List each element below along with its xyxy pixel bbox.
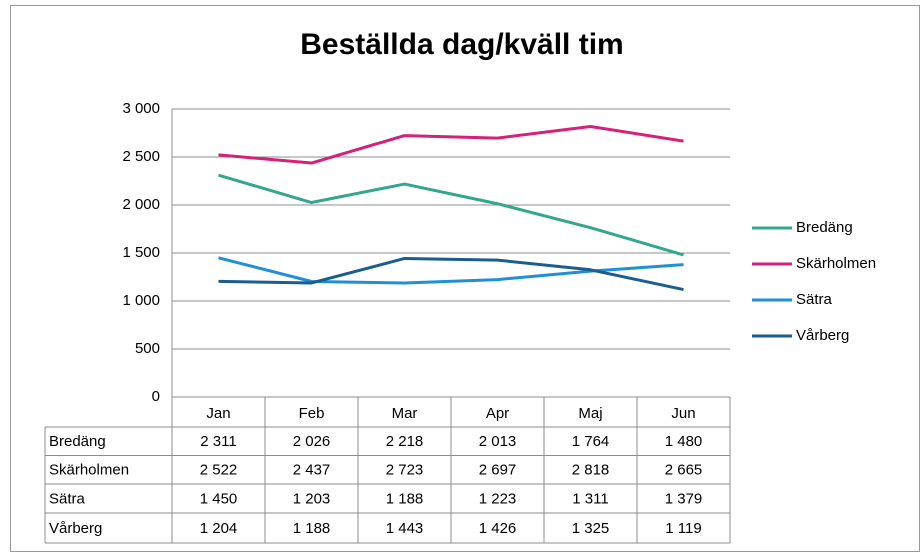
x-tick-label: Mar [392,405,418,422]
chart-frame [10,5,920,552]
table-row-label: Sätra [49,490,86,507]
table-row-label: Skärholmen [49,462,129,479]
table-cell: 2 311 [200,433,236,450]
table-cell: 2 522 [200,462,238,479]
legend-label: Sätra [796,291,833,308]
table-cell: 1 119 [665,520,701,537]
legend-label: Bredäng [796,219,853,236]
x-tick-label: Jan [206,405,230,422]
y-tick-label: 2 000 [122,196,160,213]
table-cell: 2 026 [293,433,331,450]
table-cell: 2 218 [386,433,424,450]
table-row-label: Bredäng [49,433,106,450]
table-cell: 1 188 [386,490,424,507]
table-cell: 1 223 [479,490,517,507]
chart-title: Beställda dag/kväll tim [300,28,623,61]
table-cell: 1 188 [293,520,331,537]
series-line [218,124,684,165]
table-cell: 1 203 [293,490,331,507]
y-tick-label: 1 500 [122,244,160,261]
table-row-label: Vårberg [49,520,102,537]
table-cell: 2 013 [479,433,517,450]
y-tick-label: 3 000 [122,100,160,117]
x-tick-label: Maj [578,405,602,422]
table-cell: 1 480 [665,433,703,450]
table-cell: 2 697 [479,462,517,479]
y-tick-label: 1 000 [122,292,160,309]
table-cell: 1 325 [572,520,610,537]
x-tick-label: Jun [671,405,695,422]
y-tick-label: 2 500 [122,148,160,165]
table-cell: 1 426 [479,520,517,537]
series-line [218,256,684,292]
x-tick-label: Apr [486,405,509,422]
table-cell: 2 818 [572,462,610,479]
table-cell: 1 450 [200,490,238,507]
x-tick-label: Feb [299,405,325,422]
table-cell: 1 764 [572,433,610,450]
table-cell: 2 665 [665,462,703,479]
y-tick-label: 500 [135,340,160,357]
table-cell: 1 379 [665,490,703,507]
series-line [218,173,684,257]
table-cell: 1 204 [200,520,238,537]
table-cell: 1 443 [386,520,424,537]
y-tick-label: 0 [152,388,160,405]
table-cell: 2 723 [386,462,424,479]
legend-label: Vårberg [796,327,849,344]
table-cell: 2 437 [293,462,331,479]
table-cell: 1 311 [572,490,608,507]
series-line [218,256,684,285]
legend-label: Skärholmen [796,255,876,272]
